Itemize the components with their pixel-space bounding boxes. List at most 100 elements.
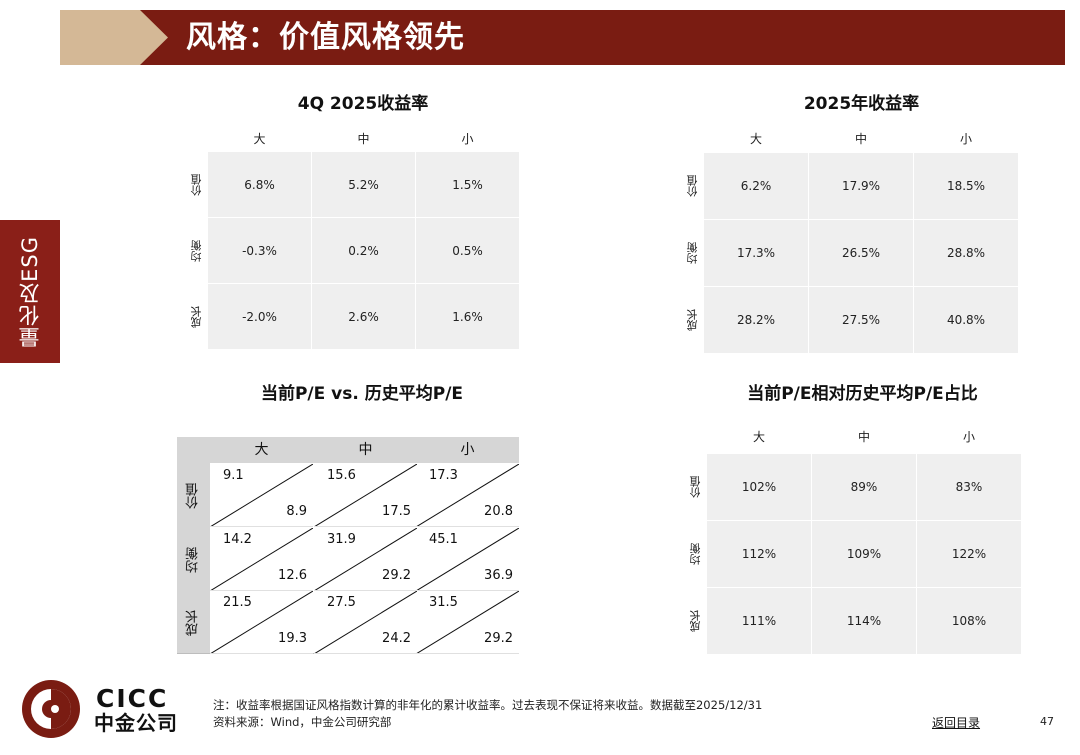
matrix-row-header: 价值: [689, 476, 702, 498]
pe-cell-diagonal: [416, 528, 519, 591]
matrix-cell: 28.2%: [704, 287, 808, 353]
matrix-cell: -0.3%: [208, 218, 311, 283]
pe-row-header: 均衡: [186, 546, 201, 573]
page-title: 风格：价值风格领先: [186, 20, 465, 55]
matrix-col-header: 小: [461, 132, 474, 146]
pe-cell-diagonal: [210, 591, 313, 654]
pe-current-value: 14.2: [223, 532, 252, 547]
matrix-cell: 5.2%: [312, 152, 415, 217]
matrix-cell: 27.5%: [809, 287, 913, 353]
matrix-row-header: 价值: [686, 175, 699, 197]
pe-current-value: 31.5: [429, 595, 458, 610]
matrix-cell: 109%: [812, 521, 916, 587]
pe-current-value: 21.5: [223, 595, 252, 610]
pe-cell-diagonal: [210, 528, 313, 591]
page-number: 47: [1040, 715, 1054, 728]
logo-wordmark-en: CICC: [96, 684, 169, 713]
pe-cell-diagonal: [314, 591, 417, 654]
matrix-col-header: 中: [357, 132, 370, 146]
matrix-cell: 112%: [707, 521, 811, 587]
matrix-row-header: 均衡: [686, 242, 699, 264]
y2025-returns-matrix: 大 中 小价值 6.2% 17.9% 18.5% 均衡 17.3% 26.5% 28.8% 成长 28…: [682, 127, 1022, 357]
footnote-text: 注：收益率根据国证风格指数计算的非年化的累计收益率。过去表现不保证将来收益。数据…: [213, 698, 763, 712]
pe-current-value: 9.1: [223, 468, 244, 483]
pe-current-value: 27.5: [327, 595, 356, 610]
matrix-cell: 102%: [707, 454, 811, 520]
pe-current-value: 17.3: [429, 468, 458, 483]
matrix-cell: 1.6%: [416, 284, 519, 349]
matrix-cell: -2.0%: [208, 284, 311, 349]
matrix-cell: 0.5%: [416, 218, 519, 283]
matrix-row-header: 均衡: [689, 543, 702, 565]
matrix-cell: 26.5%: [809, 220, 913, 286]
pe-row-header: 价值: [186, 482, 201, 509]
matrix-row-header: 均衡: [190, 239, 203, 262]
source-text: 资料来源：Wind，中金公司研究部: [213, 715, 392, 729]
matrix-cell: 1.5%: [416, 152, 519, 217]
pe-side-band: [177, 437, 210, 654]
pe-compare-table: 大 中 小 价值 均衡 成长 9.1 8.9 15.6 17.5 17.3 20.8 14.…: [177, 437, 519, 654]
matrix-col-header: 中: [854, 132, 867, 146]
matrix-col-header: 大: [752, 430, 765, 444]
side-section-tab[interactable]: 量化及ESG: [0, 220, 60, 363]
pe-current-value: 45.1: [429, 532, 458, 547]
header-title-bar: [140, 10, 1065, 65]
pe-cell-diagonal: [314, 528, 417, 591]
pe-history-value: 12.6: [278, 568, 307, 583]
pe-cell-diagonal: [416, 591, 519, 654]
pe-cell: 27.5 24.2: [314, 591, 417, 654]
pe-history-value: 24.2: [382, 631, 411, 646]
pe-cell: 9.1 8.9: [210, 464, 313, 527]
q4-returns-matrix: 大 中 小价值 6.8% 5.2% 1.5% 均衡 -0.3% 0.2% 0.5% 成长 -2.0% 2…: [186, 127, 520, 351]
matrix-cell: 17.3%: [704, 220, 808, 286]
matrix-cell: 114%: [812, 588, 916, 654]
matrix-cell: 6.2%: [704, 153, 808, 219]
matrix-cell: 18.5%: [914, 153, 1018, 219]
matrix-cell: 0.2%: [312, 218, 415, 283]
matrix-cell: 83%: [917, 454, 1021, 520]
y2025-returns-title: 2025年收益率: [803, 94, 920, 114]
pe-cell: 21.5 19.3: [210, 591, 313, 654]
pe-history-value: 36.9: [484, 568, 513, 583]
matrix-col-header: 小: [962, 430, 975, 444]
pe-cell: 45.1 36.9: [416, 528, 519, 591]
matrix-cell: 17.9%: [809, 153, 913, 219]
pe-cell: 15.6 17.5: [314, 464, 417, 527]
side-section-label: 量化及ESG: [18, 235, 42, 348]
pe-col-header: 大: [254, 442, 269, 458]
pe-header-band: [177, 437, 519, 463]
pe-history-value: 8.9: [286, 504, 307, 519]
logo-wordmark-cn: 中金公司: [94, 711, 178, 735]
pe-cell-diagonal: [416, 464, 519, 527]
matrix-col-header: 大: [749, 132, 762, 146]
pe-history-value: 19.3: [278, 631, 307, 646]
pe-history-value: 29.2: [484, 631, 513, 646]
pe-ratio-matrix: 大 中 小价值 102% 89% 83% 均衡 112% 109% 122% 成长 111% 114% 1…: [685, 425, 1025, 655]
pe-cell: 14.2 12.6: [210, 528, 313, 591]
back-to-contents-link[interactable]: 返回目录: [932, 716, 981, 730]
matrix-cell: 111%: [707, 588, 811, 654]
matrix-cell: 40.8%: [914, 287, 1018, 353]
matrix-cell: 6.8%: [208, 152, 311, 217]
pe-cell-diagonal: [210, 464, 313, 527]
matrix-col-header: 小: [959, 132, 972, 146]
pe-history-value: 17.5: [382, 504, 411, 519]
matrix-cell: 28.8%: [914, 220, 1018, 286]
pe-current-value: 15.6: [327, 468, 356, 483]
cicc-logo-icon: [22, 680, 80, 738]
q4-returns-title: 4Q 2025收益率: [297, 94, 429, 114]
pe-history-value: 29.2: [382, 568, 411, 583]
pe-col-header: 小: [460, 442, 475, 458]
matrix-col-header: 中: [857, 430, 870, 444]
matrix-col-header: 大: [253, 132, 266, 146]
matrix-row-header: 成长: [686, 309, 699, 331]
pe-compare-title: 当前P/E vs. 历史平均P/E: [260, 384, 464, 404]
pe-cell: 31.9 29.2: [314, 528, 417, 591]
matrix-cell: 89%: [812, 454, 916, 520]
matrix-row-header: 价值: [190, 173, 203, 196]
matrix-row-header: 成长: [689, 610, 702, 632]
pe-col-header: 中: [358, 442, 373, 458]
pe-cell-diagonal: [314, 464, 417, 527]
matrix-cell: 2.6%: [312, 284, 415, 349]
matrix-row-header: 成长: [190, 305, 203, 328]
